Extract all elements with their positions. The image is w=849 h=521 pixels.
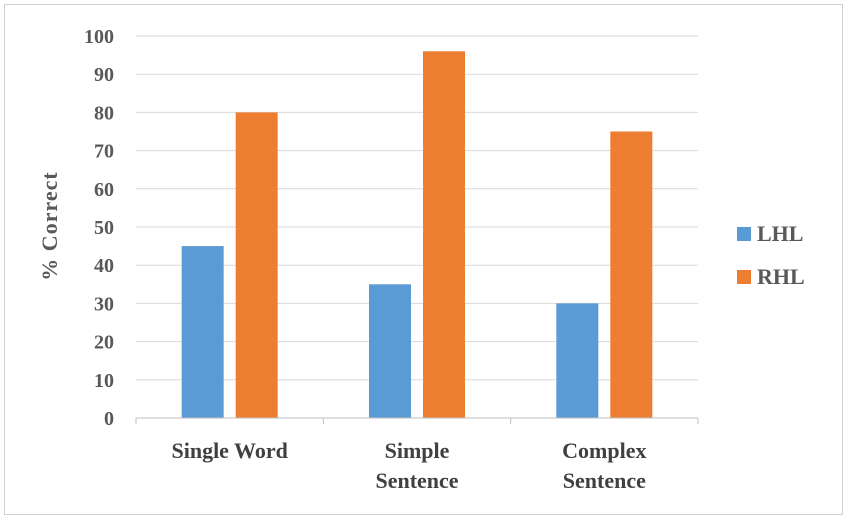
- y-tick-label: 40: [94, 255, 114, 277]
- legend-label-rhl: RHL: [757, 264, 805, 289]
- legend: LHL RHL: [737, 221, 805, 289]
- y-axis-title: % Correct: [37, 171, 62, 280]
- bar-lhl-2: [556, 303, 599, 418]
- bar-lhl-1: [369, 284, 411, 418]
- bar-rhl-2: [610, 131, 653, 418]
- y-tick-label: 50: [94, 217, 114, 239]
- y-tick-label: 80: [94, 102, 114, 124]
- y-tick-label: 60: [94, 179, 114, 201]
- bar-lhl-0: [181, 246, 224, 418]
- legend-label-lhl: LHL: [757, 221, 803, 246]
- y-tick-label: 10: [94, 370, 114, 392]
- y-tick-label: 70: [94, 141, 114, 163]
- y-tick-label: 100: [84, 26, 114, 48]
- x-axis: [135, 417, 699, 424]
- x-axis-categories: Single Word Simple Sentence Complex Sentence: [171, 438, 646, 493]
- x-category-label: Simple Sentence: [375, 438, 458, 493]
- legend-swatch-lhl: [737, 227, 751, 241]
- x-category-label: Complex Sentence: [562, 438, 646, 493]
- bars: [181, 51, 653, 419]
- x-category-label: Single Word: [171, 438, 287, 463]
- y-tick-label: 20: [94, 332, 114, 354]
- y-tick-label: 90: [94, 64, 114, 86]
- y-axis-ticks: 0 10 20 30 40 50 60 70 80 90 100: [84, 26, 114, 430]
- gridlines: [136, 35, 698, 381]
- y-tick-label: 30: [94, 293, 114, 315]
- legend-swatch-rhl: [737, 270, 751, 284]
- bar-rhl-0: [235, 112, 278, 419]
- y-tick-label: 0: [104, 408, 114, 430]
- bar-rhl-1: [423, 51, 465, 418]
